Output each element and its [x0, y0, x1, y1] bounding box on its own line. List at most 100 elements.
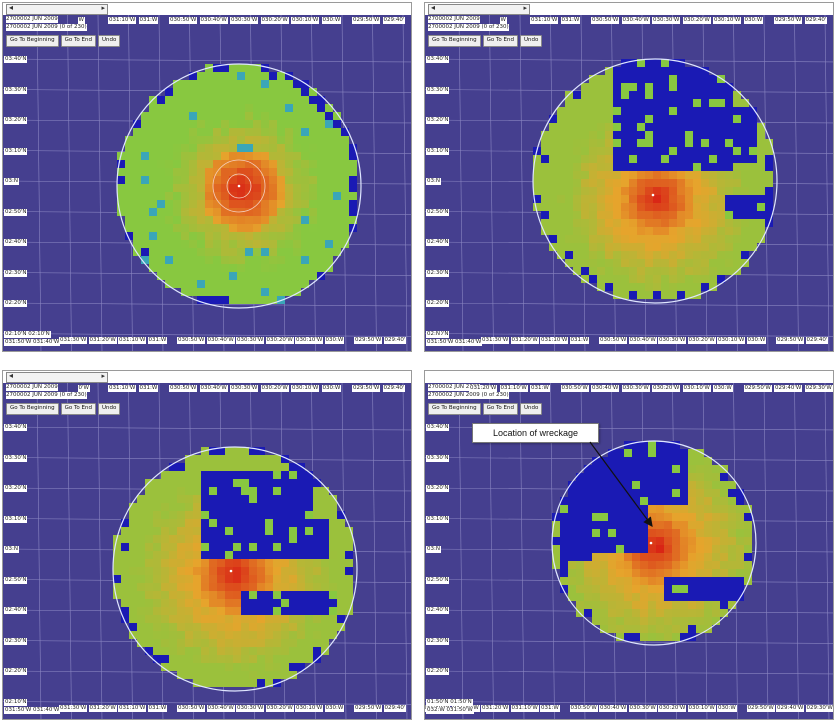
undo-button[interactable]: Undo — [519, 35, 543, 47]
left-axis-label: 02:20'N — [4, 300, 28, 307]
bottom-axis-label: 030:50'W — [599, 337, 628, 344]
slider-right-icon[interactable]: ▸ — [101, 4, 105, 12]
top-axis-label: 030:50'W — [591, 17, 620, 24]
bottom-axis-label: 031:W — [147, 705, 168, 712]
top-axis-label: 030:10'W — [682, 385, 711, 392]
go-to-beginning-button[interactable]: Go To Beginning — [428, 35, 481, 47]
bottom-axis-label: 030:20'W — [687, 337, 716, 344]
go-to-beginning-button[interactable]: Go To Beginning — [6, 35, 59, 47]
date-line-2: 2700002 JUN 2009 (0 of 230) — [6, 392, 87, 399]
top-axis-label: 030:30'W — [230, 17, 259, 24]
top-axis-label: 031:10'W — [108, 385, 137, 392]
top-axis-label: 030:20'W — [260, 17, 289, 24]
date-line-1: 2700002 JUN 2009 — [6, 16, 58, 23]
left-axis-label: 02:50'N — [4, 208, 28, 216]
left-axis-label: 03:N — [4, 546, 19, 553]
top-axis-label: 030:10'W — [291, 385, 320, 392]
corner-label: 02:N — [426, 331, 441, 338]
undo-button[interactable]: Undo — [519, 403, 543, 415]
undo-button[interactable]: Undo — [97, 403, 121, 415]
top-axis-label: 030:W — [743, 17, 764, 24]
bottom-axis-label: 030:30'W — [236, 337, 265, 344]
left-axis-label: 03:20'N — [426, 117, 450, 124]
bottom-axis-label: 029:40'W — [776, 705, 805, 712]
undo-button[interactable]: Undo — [97, 35, 121, 47]
go-to-end-button[interactable]: Go To End — [60, 35, 96, 47]
left-axis-label: 03:40'N — [4, 56, 28, 63]
left-axis-label: 02:30'N — [426, 269, 450, 277]
bottom-axis-label: 030:10'W — [295, 337, 324, 344]
slider-left-icon[interactable]: ◂ — [431, 3, 436, 12]
slider-right-icon[interactable]: ▸ — [101, 372, 105, 380]
top-axis-label: 030:W — [713, 385, 733, 392]
top-axis-label: 029:40'W — [774, 385, 803, 392]
top-axis-label: 029:50'W — [743, 385, 772, 392]
map-panel-3: ◂ ▸ 2700002 JUN 2009 2700002 JUN 2009 (0 … — [2, 370, 412, 720]
bottom-axis-label: 031:20'W — [481, 705, 510, 712]
top-axis-label: 030:40'W — [199, 385, 228, 392]
slider-left-icon[interactable]: ◂ — [9, 3, 14, 12]
bottom-axis-label: 029:30'W — [805, 705, 833, 712]
left-axis-label: 03:10'N — [426, 147, 450, 155]
top-axis-label: 030:50'W — [169, 385, 198, 392]
time-slider[interactable]: ◂ ▸ — [428, 3, 530, 15]
left-axis-label: 03:40'N — [4, 424, 28, 431]
top-axis-label: 029:40' — [804, 17, 828, 24]
date-line-2: 2700002 JUN 2009 (0 of 230) — [428, 24, 509, 31]
top-axis-label: 030:10'W — [291, 17, 320, 24]
slider-right-icon[interactable]: ▸ — [523, 4, 527, 12]
go-to-beginning-button[interactable]: Go To Beginning — [6, 403, 59, 415]
left-axis-label: 03:20'N — [426, 485, 450, 492]
top-axis-label: 030:W — [321, 385, 342, 392]
bottom-axis-label: 030:W — [324, 705, 345, 712]
go-to-end-button[interactable]: Go To End — [60, 403, 96, 415]
map-panel-2: ◂ ▸ 2700002 JUN 2009 2700002 JUN 2009 (0 … — [424, 2, 834, 352]
top-axis-label: 030:30'W — [652, 17, 681, 24]
bottom-axis-label: 029:40' — [383, 705, 407, 712]
left-axis-label: 02:40'N — [4, 239, 28, 246]
top-axis-label: 030:40'W — [199, 17, 228, 24]
top-axis-label: 030:10'W — [713, 17, 742, 24]
corner-label: 031:50'W 031:40'W — [4, 339, 61, 346]
probability-map — [116, 63, 362, 309]
corner-label: 01:50'N 01:50'N — [426, 699, 473, 706]
top-axis-label: 030:20'W — [260, 385, 289, 392]
go-to-end-button[interactable]: Go To End — [482, 35, 518, 47]
top-axis-label: W — [499, 17, 507, 24]
slider-left-icon[interactable]: ◂ — [9, 371, 14, 380]
time-slider[interactable]: ◂ ▸ — [6, 3, 108, 15]
top-axis-label: 029:50'W — [774, 17, 803, 24]
probability-map — [112, 446, 358, 692]
top-axis-label: 030:40'W — [621, 17, 650, 24]
left-axis-label: 03:20'N — [4, 117, 28, 124]
time-slider[interactable]: ◂ ▸ — [6, 371, 108, 383]
go-to-end-button[interactable]: Go To End — [482, 403, 518, 415]
go-to-beginning-button[interactable]: Go To Beginning — [428, 403, 481, 415]
bottom-axis-label: 030:10'W — [717, 337, 746, 344]
left-axis-label: 02:30'N — [4, 269, 28, 277]
bottom-axis-label: 029:50'W — [776, 337, 805, 344]
left-axis-label: 03:40'N — [426, 56, 450, 63]
top-axis-label: 030:30'W — [230, 385, 259, 392]
top-axis-label: 029:50'W — [352, 385, 381, 392]
left-axis-label: 02:30'N — [4, 637, 28, 645]
date-line-2: 2700002 JUN 2009 (0 of 230) — [6, 24, 87, 31]
left-axis-label: 02:40'N — [426, 607, 450, 614]
button-row: Go To Beginning Go To End Undo — [428, 35, 543, 47]
left-axis-label: 02:50'N — [4, 576, 28, 584]
left-axis-label: 03:10'N — [426, 515, 450, 523]
bottom-axis-label: 030:50'W — [569, 705, 598, 712]
bottom-axis-label: 030:40'W — [206, 337, 235, 344]
probability-map — [532, 58, 778, 304]
bottom-axis-label: 029:40' — [805, 337, 829, 344]
bottom-axis-label: 031:W — [147, 337, 168, 344]
bottom-axis-label: 031:10'W — [540, 337, 569, 344]
corner-label: 02:10'N 02:10'N — [4, 331, 51, 338]
bottom-axis-label: 030:W — [746, 337, 767, 344]
left-axis-label: 03:N — [4, 178, 19, 185]
bottom-axis-label: 030:40'W — [628, 337, 657, 344]
bottom-axis-label: 030:20'W — [265, 337, 294, 344]
bottom-axis-label: 030:50'W — [177, 705, 206, 712]
date-line-2: 2700002 JUN 2009 (0 of 230) — [428, 392, 509, 399]
bottom-axis-label: 031:30'W — [481, 337, 510, 344]
